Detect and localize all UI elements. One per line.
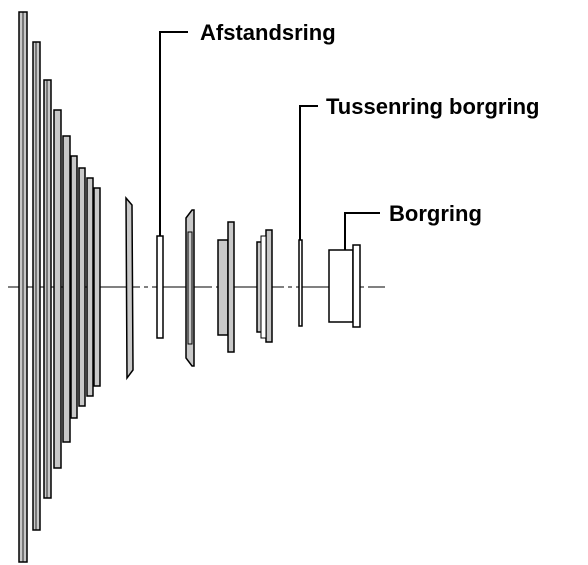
sprocket-7 [78, 167, 86, 407]
sprocket-9 [93, 187, 101, 387]
sprocket-cluster [18, 11, 361, 563]
label-spacer-ring: Afstandsring [200, 20, 336, 45]
sprocket-13-inner [260, 235, 267, 339]
leader-lines [159, 31, 380, 250]
lockring-flange [352, 244, 361, 328]
sprocket-4 [53, 109, 62, 469]
leader-intermediate-lockring [299, 105, 318, 240]
sprocket-10 [125, 195, 134, 381]
leader-lockring [344, 212, 380, 250]
lockring-body [328, 249, 354, 323]
leader-spacer-ring [159, 31, 188, 236]
sprocket-2 [32, 41, 41, 531]
sprocket-12 [227, 221, 235, 353]
sprocket-5 [62, 135, 71, 443]
spacer-ring [156, 235, 164, 339]
intermediate-lockring [298, 239, 303, 327]
sprocket-12-hub [217, 239, 229, 336]
sprocket-11-hub [187, 231, 193, 345]
sprocket-13 [265, 229, 273, 343]
sprocket-8 [86, 177, 94, 397]
sprocket-6 [70, 155, 78, 419]
label-intermediate-lockring: Tussenring borgring [326, 94, 539, 119]
sprocket-3 [43, 79, 52, 499]
label-lockring: Borgring [389, 201, 482, 226]
